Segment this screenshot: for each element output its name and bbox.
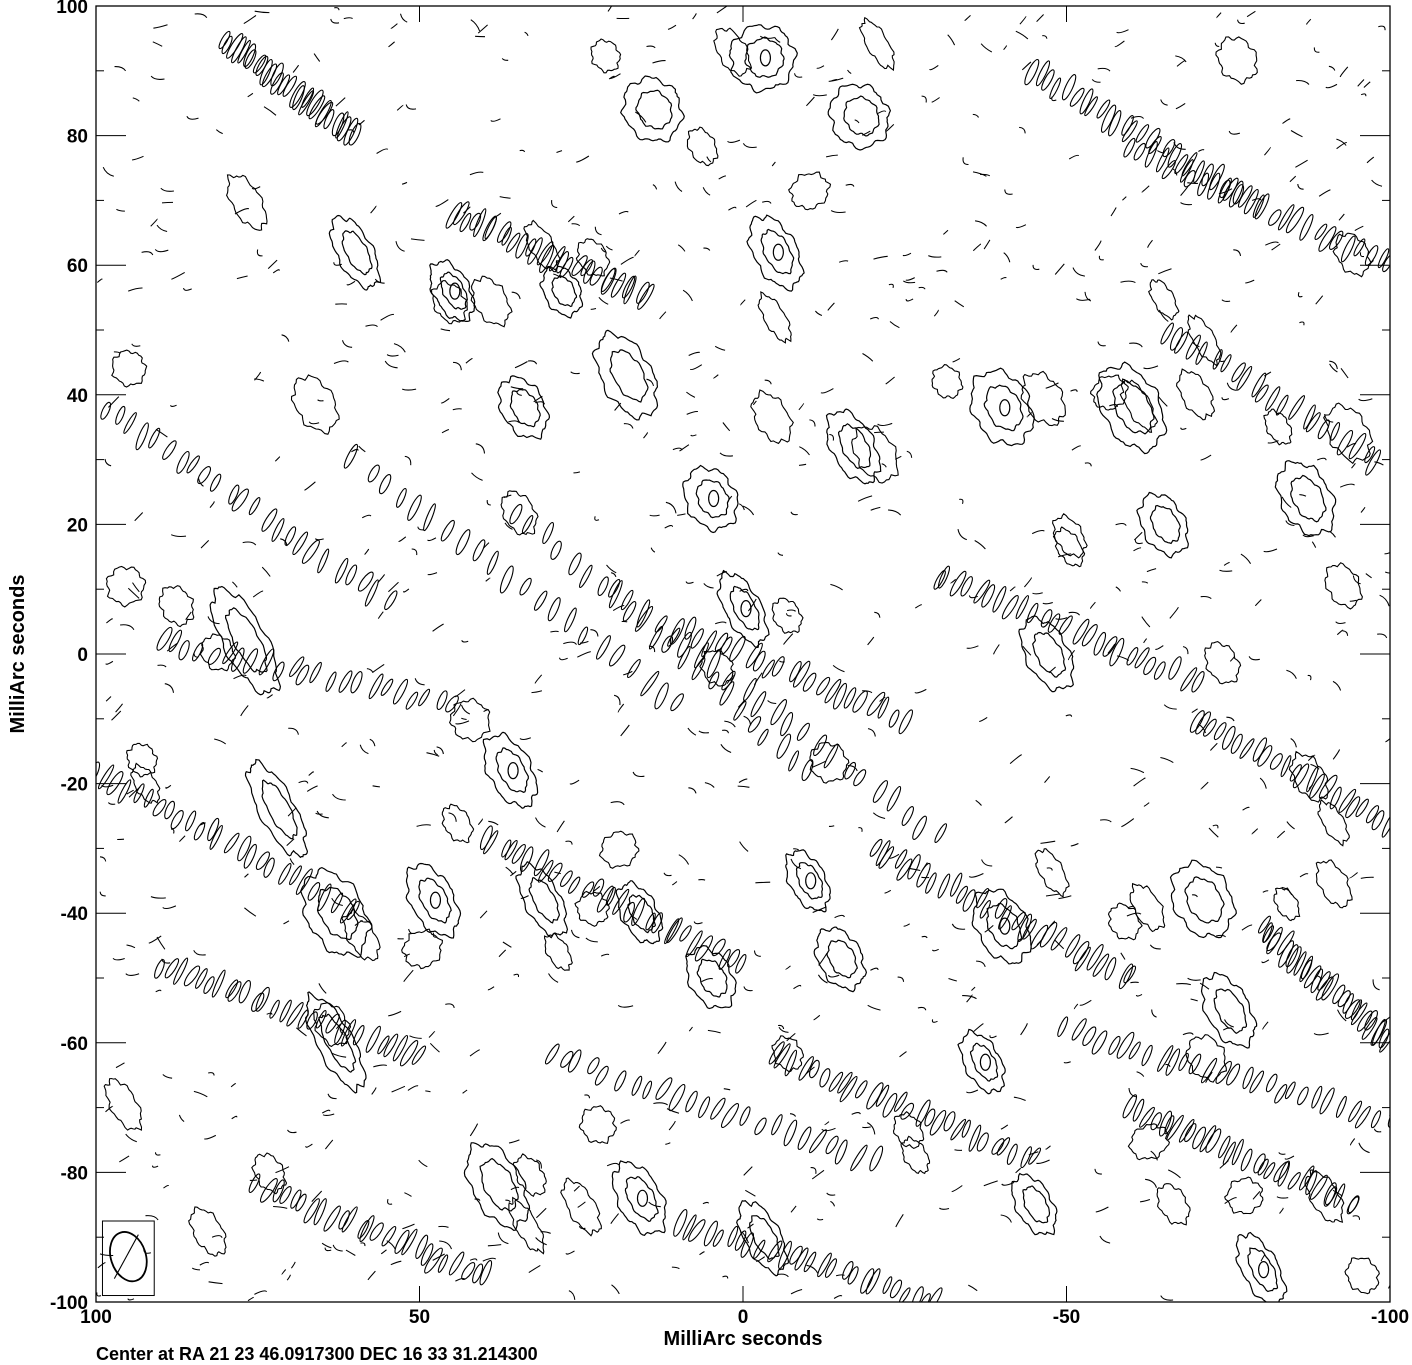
y-tick-label: 20 bbox=[67, 515, 88, 536]
y-tick-label: -80 bbox=[61, 1163, 88, 1184]
contour-island bbox=[463, 1142, 531, 1232]
contour-island bbox=[685, 944, 737, 1010]
contour-ridge bbox=[1257, 915, 1390, 1053]
contour-island bbox=[1200, 971, 1258, 1049]
y-tick-label: -60 bbox=[61, 1034, 88, 1055]
contour-island bbox=[482, 731, 539, 809]
contour-island bbox=[1011, 1172, 1058, 1236]
contour-island bbox=[682, 464, 739, 534]
x-axis-title: MilliArc seconds bbox=[664, 1328, 823, 1350]
contour-ridge bbox=[869, 838, 1137, 990]
contour-island bbox=[1274, 460, 1337, 537]
beam-box bbox=[101, 1220, 155, 1297]
contour-island bbox=[827, 83, 892, 151]
contour-island bbox=[736, 1200, 790, 1277]
y-tick-label: -20 bbox=[61, 775, 88, 796]
x-tick-label: 0 bbox=[738, 1307, 749, 1328]
beam-shape bbox=[109, 1231, 148, 1283]
contour-island bbox=[1136, 491, 1189, 559]
contour-island bbox=[429, 259, 476, 322]
contour-island bbox=[209, 585, 282, 696]
contour-ridge bbox=[445, 201, 655, 310]
center-coordinates-footer: Center at RA 21 23 46.0917300 DEC 16 33 … bbox=[96, 1344, 538, 1364]
contour-ridge bbox=[96, 761, 360, 924]
y-tick-label: 40 bbox=[67, 386, 88, 407]
contour-island bbox=[244, 758, 309, 859]
x-tick-label: 100 bbox=[80, 1307, 112, 1328]
small-blobs bbox=[103, 16, 1380, 1295]
contour-island bbox=[497, 375, 551, 440]
x-tick-label: -100 bbox=[1371, 1307, 1409, 1328]
dashed-negative-contours bbox=[96, 6, 1390, 1302]
x-tick-label: -50 bbox=[1053, 1307, 1080, 1328]
contour-island bbox=[620, 75, 685, 143]
contour-island bbox=[825, 408, 882, 485]
contour-island bbox=[957, 1028, 1006, 1095]
contour-island bbox=[969, 367, 1035, 447]
contour-ridge bbox=[1057, 1016, 1390, 1129]
contour-island bbox=[405, 862, 462, 939]
contour-island bbox=[304, 991, 367, 1094]
contour-island bbox=[611, 1160, 667, 1236]
contour-island bbox=[591, 329, 659, 421]
contour-ridge bbox=[479, 825, 747, 974]
contour-ridge bbox=[100, 401, 398, 611]
contour-ridge bbox=[248, 1173, 493, 1286]
contour-island bbox=[1235, 1231, 1288, 1302]
contour-island bbox=[971, 888, 1032, 965]
axis-ticks: 100 50 0 -50 -100100806040200-20-40-60-80-10… bbox=[50, 0, 1409, 1328]
contour-ridge bbox=[343, 443, 684, 712]
contour-island bbox=[300, 866, 373, 958]
contour-ridge bbox=[768, 1041, 1042, 1169]
contour-island bbox=[785, 849, 831, 913]
y-tick-label: 80 bbox=[67, 127, 88, 148]
contour-ridge bbox=[1123, 137, 1390, 273]
contour-island bbox=[746, 214, 805, 292]
contour-island bbox=[1169, 859, 1237, 939]
contour-ridge bbox=[218, 30, 362, 146]
x-tick-label: 50 bbox=[409, 1307, 430, 1328]
plot-background bbox=[96, 6, 1390, 1302]
contour-lines bbox=[96, 6, 1390, 1302]
contour-island bbox=[716, 569, 770, 649]
contour-ridge bbox=[933, 565, 1205, 693]
y-tick-label: -40 bbox=[61, 904, 88, 925]
beam-hatch bbox=[113, 1234, 139, 1279]
contour-island bbox=[328, 214, 382, 291]
contour-ridge bbox=[1122, 1094, 1360, 1215]
contour-island bbox=[813, 926, 868, 993]
contour-island bbox=[728, 24, 798, 94]
y-tick-label: 100 bbox=[56, 0, 88, 18]
y-tick-label: 0 bbox=[77, 645, 88, 666]
y-tick-label: -100 bbox=[50, 1293, 88, 1314]
contour-island bbox=[1018, 615, 1075, 693]
beam-ellipse bbox=[101, 1220, 155, 1297]
contour-ridge bbox=[154, 957, 427, 1067]
contour-ridge bbox=[673, 1209, 943, 1302]
y-tick-label: 60 bbox=[67, 256, 88, 277]
y-axis-title: MilliArc seconds bbox=[7, 575, 29, 734]
contour-ridge bbox=[544, 1043, 884, 1172]
